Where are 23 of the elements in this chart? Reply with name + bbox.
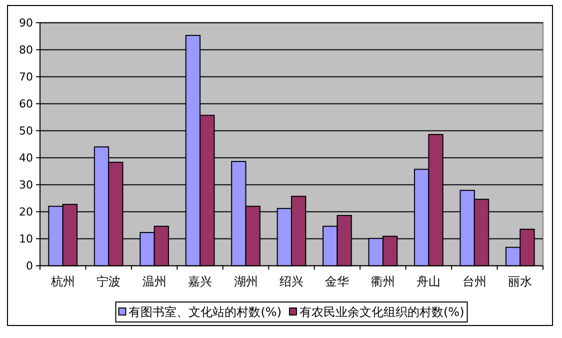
y-tick-label: 60 xyxy=(19,98,33,111)
y-tick-label: 10 xyxy=(19,232,33,246)
x-tick-label: 金华 xyxy=(325,274,350,289)
y-tick-label: 80 xyxy=(19,44,33,57)
x-tick-label: 台州 xyxy=(462,274,486,289)
y-tick-label: 30 xyxy=(19,178,33,192)
y-tick-label: 90 xyxy=(19,16,33,30)
x-tick-label: 宁波 xyxy=(96,274,121,289)
x-tick-label: 嘉兴 xyxy=(188,274,212,289)
y-tick-label: 0 xyxy=(26,260,33,273)
x-tick-label: 温州 xyxy=(142,274,166,289)
y-tick-label: 20 xyxy=(19,206,33,219)
legend-label: 有图书室、文化站的村数(%) xyxy=(128,305,282,319)
legend-label: 有农民业余文化组织的村数(%) xyxy=(300,305,464,319)
x-tick-label: 丽水 xyxy=(508,274,532,289)
x-tick-label: 湖州 xyxy=(234,274,258,289)
y-tick-label: 70 xyxy=(19,70,33,84)
x-tick-label: 舟山 xyxy=(416,274,441,289)
x-tick-label: 衢州 xyxy=(370,274,395,289)
y-tick-label: 50 xyxy=(19,124,33,138)
y-tick-label: 40 xyxy=(19,152,33,165)
x-tick-label: 杭州 xyxy=(50,274,75,289)
x-tick-label: 绍兴 xyxy=(280,274,304,289)
